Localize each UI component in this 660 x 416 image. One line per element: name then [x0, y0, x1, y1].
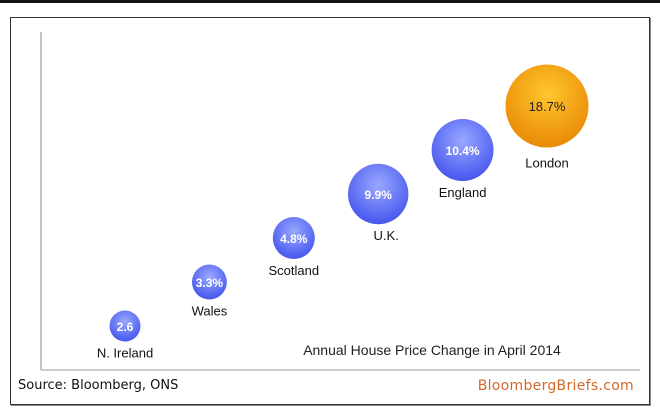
top-bar — [0, 0, 660, 3]
bubble-england — [431, 119, 494, 181]
data-label-scotland: 4.8% — [280, 232, 308, 246]
category-label-scotland: Scotland — [269, 263, 320, 278]
bubble-wales — [191, 264, 227, 300]
data-label-u-k: 9.9% — [365, 188, 393, 202]
source-note: Source: Bloomberg, ONS — [18, 378, 179, 393]
data-label-england: 10.4% — [446, 144, 480, 158]
category-label-n-ireland: N. Ireland — [97, 345, 153, 360]
bubble-u-k — [347, 163, 409, 225]
data-label-london: 18.7% — [529, 99, 566, 114]
chart-title: Annual House Price Change in April 2014 — [303, 342, 561, 358]
data-label-wales: 3.3% — [196, 276, 224, 290]
data-label-n-ireland: 2.6 — [117, 320, 134, 334]
bubble-n-ireland — [109, 310, 141, 342]
category-label-wales: Wales — [192, 303, 228, 318]
brand-logo-text: BloombergBriefs.com — [477, 378, 634, 394]
category-label-london: London — [525, 156, 568, 171]
bubble-scotland — [272, 216, 315, 260]
bubble-london — [505, 64, 589, 148]
category-label-england: England — [439, 185, 487, 200]
category-label-u-k: U.K. — [374, 228, 399, 243]
